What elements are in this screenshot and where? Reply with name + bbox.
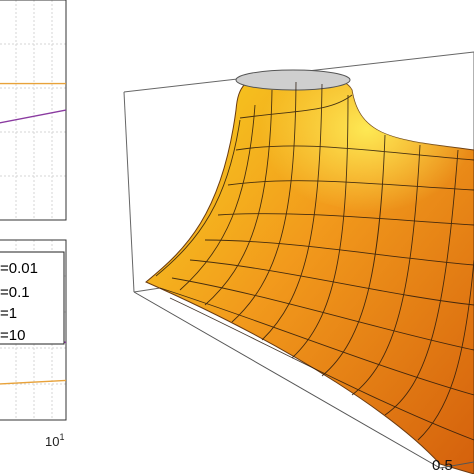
mesh-row-7 bbox=[159, 287, 474, 396]
mesh-row-4 bbox=[204, 239, 474, 266]
legend-entry-2: =0.1 bbox=[0, 284, 30, 301]
peak-cap bbox=[235, 69, 351, 91]
legend-entry-4: =10 bbox=[0, 327, 25, 344]
tick-label-0-5: 0.5 bbox=[432, 457, 453, 474]
mesh-col-7 bbox=[351, 144, 421, 396]
mesh-row-2 bbox=[227, 180, 474, 191]
legend: =0.01 =0.1 =1 =10 bbox=[0, 251, 65, 345]
bounding-box-front bbox=[133, 291, 474, 469]
mesh-row-3 bbox=[217, 213, 474, 226]
mesh-col-5 bbox=[291, 94, 349, 359]
top-left-series-group bbox=[0, 82, 66, 124]
legend-box bbox=[0, 251, 65, 345]
mesh-col-4 bbox=[261, 83, 323, 341]
mesh-row-1 bbox=[235, 145, 474, 161]
bottom-left-panel: =0.01 =0.1 =1 =10 101 bbox=[0, 239, 67, 449]
mesh-col-1 bbox=[179, 104, 256, 291]
top-left-panel bbox=[0, 0, 67, 221]
top-left-axes-frame bbox=[0, 0, 67, 221]
mesh-row-5 bbox=[189, 259, 474, 306]
mesh-col-6 bbox=[321, 134, 386, 377]
surface-mesh bbox=[155, 81, 474, 441]
mesh-row-8 bbox=[169, 297, 474, 441]
mesh-col-8 bbox=[384, 149, 459, 416]
legend-entry-1: =0.01 bbox=[0, 260, 38, 277]
bottom-left-axes-frame bbox=[0, 239, 67, 421]
mesh-col-2 bbox=[204, 89, 273, 306]
tl-series-series-1 bbox=[0, 109, 66, 124]
mesh-col-9 bbox=[417, 259, 474, 441]
surface-panel: 0.5 bbox=[123, 51, 474, 474]
top-left-grid bbox=[0, 0, 66, 220]
mesh-col-0 bbox=[155, 119, 241, 277]
legend-entry-3: =1 bbox=[0, 305, 17, 322]
mesh-row-6 bbox=[171, 277, 474, 351]
mesh-row-0 bbox=[239, 94, 353, 119]
bl-series-series-1 bbox=[0, 379, 66, 385]
mesh-col-3 bbox=[231, 81, 297, 323]
x-tick-label-10-1: 101 bbox=[45, 432, 64, 449]
